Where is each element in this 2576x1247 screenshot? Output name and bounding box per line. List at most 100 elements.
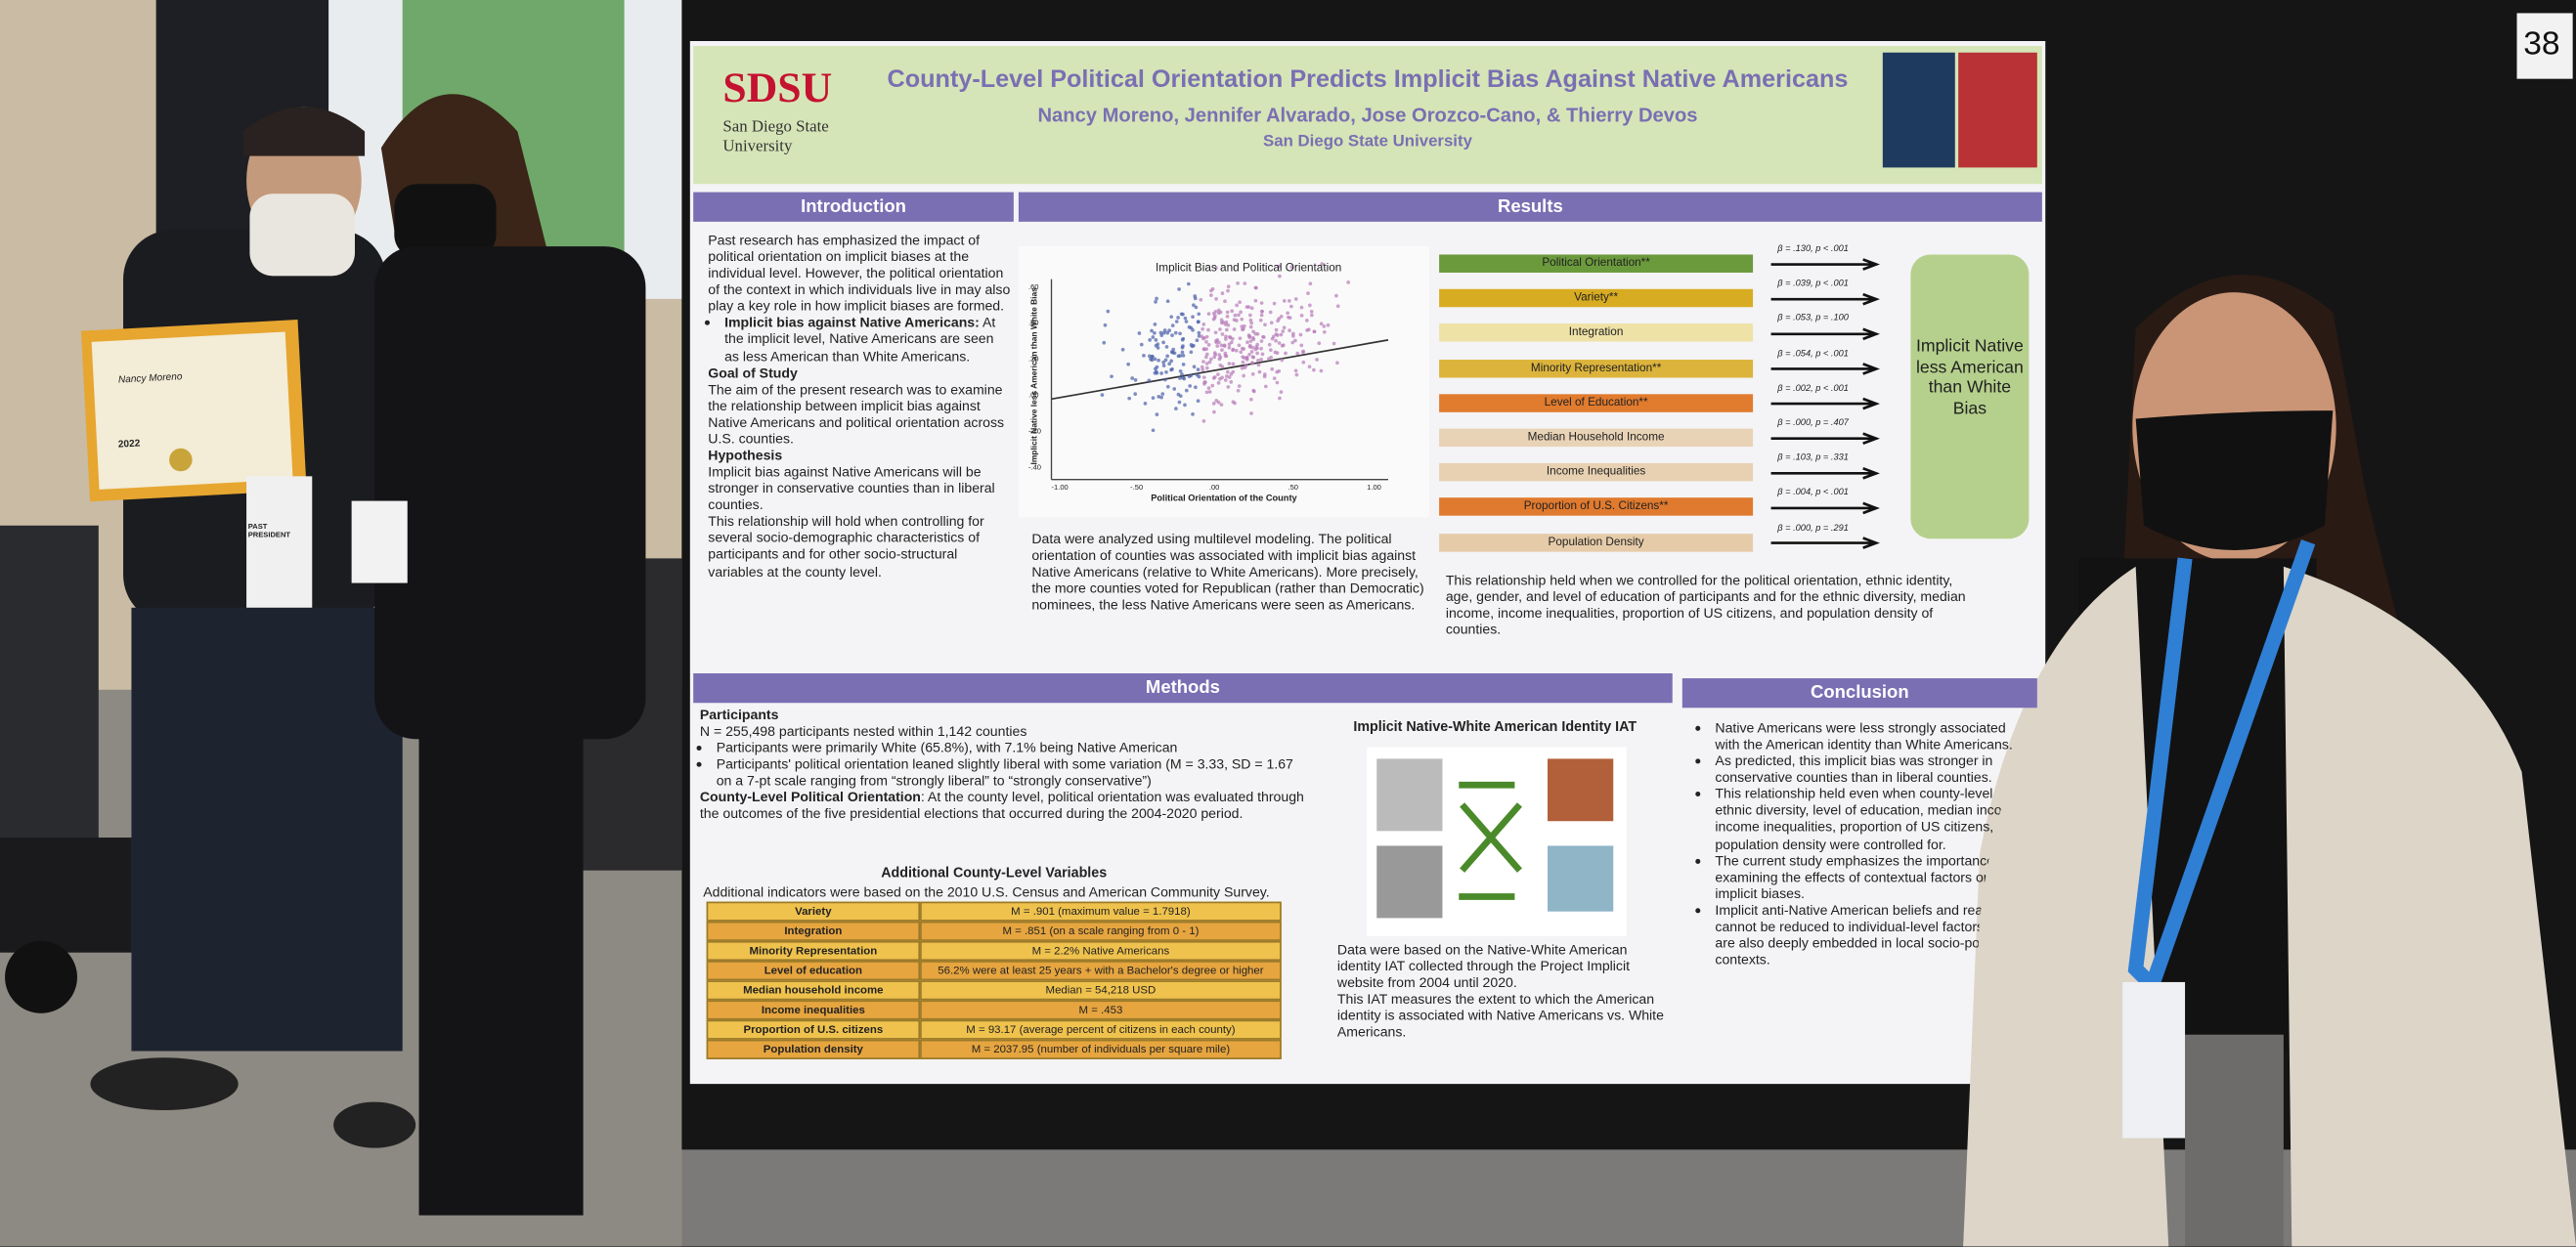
scatter-dot — [1165, 299, 1170, 304]
man-name-badge — [246, 476, 313, 608]
scatter-dot — [1195, 372, 1200, 377]
scatter-dot — [1201, 419, 1206, 423]
scatter-dot — [1219, 403, 1224, 407]
scatter-dot — [1212, 316, 1217, 321]
scatter-dot — [1150, 358, 1155, 363]
scatter-dot — [1151, 396, 1156, 401]
scatter-dot — [1100, 393, 1105, 398]
scatter-dot — [1226, 385, 1231, 389]
scatter-dot — [1161, 340, 1165, 345]
scatter-dot — [1242, 373, 1245, 378]
scatter-dot — [1319, 368, 1324, 373]
scatter-dot — [1157, 394, 1161, 399]
predictor-name: Political Orientation** — [1542, 257, 1650, 270]
scatter-dot — [1250, 371, 1255, 376]
scatter-dot — [1155, 296, 1158, 301]
scatter-dot — [1216, 311, 1221, 316]
scatter-dot — [1219, 318, 1224, 322]
poster-header — [693, 46, 2042, 185]
table-label: Population density — [706, 1039, 921, 1059]
iat-arrows — [1459, 781, 1522, 900]
scatter-dot — [1263, 322, 1267, 327]
intro-subheading: Hypothesis — [708, 447, 783, 463]
scatter-dot — [1241, 360, 1245, 365]
scatter-dot — [1211, 402, 1216, 406]
scatter-dot — [1259, 346, 1263, 351]
chart-x-tick: .50 — [1288, 483, 1299, 492]
scatter-dot — [1209, 357, 1213, 362]
scatter-dot — [1226, 322, 1231, 327]
scatter-dot — [1150, 354, 1155, 359]
scatter-dot — [1209, 293, 1213, 298]
scatter-dot — [1240, 317, 1244, 322]
scatter-dot — [1242, 323, 1246, 328]
chart-y-tick: -.40 — [1027, 462, 1042, 472]
chart-y-tick: .00 — [1027, 390, 1039, 400]
scatter-dot — [1255, 331, 1260, 336]
predictor-stat: β = .039, p < .001 — [1777, 279, 1849, 290]
scatter-dot — [1157, 358, 1160, 363]
scatter-dot — [1248, 313, 1252, 318]
scatter-dot — [1181, 336, 1186, 341]
wheel — [5, 940, 77, 1013]
methods-bullets: Participants were primarily White (65.8%… — [700, 739, 1308, 789]
scatter-dot — [1191, 315, 1195, 320]
scatter-dot — [1210, 286, 1215, 291]
man-shoe — [90, 1057, 239, 1111]
scatter-dot — [1126, 362, 1131, 366]
scatter-dot — [1204, 362, 1209, 366]
scatter-dot — [1223, 337, 1228, 341]
scatter-dot — [1148, 338, 1153, 342]
scatter-dot — [1173, 330, 1178, 335]
scatter-dot — [1180, 372, 1184, 376]
scatter-dot — [1235, 303, 1239, 308]
scatter-dot — [1154, 300, 1157, 304]
scatter-dot — [1223, 322, 1228, 326]
scatter-dot — [1204, 352, 1209, 357]
scatter-dot — [1156, 346, 1160, 350]
scatter-dot — [1335, 304, 1340, 309]
scatter-dot — [1255, 346, 1259, 351]
scatter-dot — [1256, 363, 1261, 367]
chart-panel — [1018, 246, 1430, 518]
scatter-dot — [1251, 355, 1256, 360]
conclusion-bullets: Native Americans were less strongly asso… — [1699, 719, 2028, 968]
predictor-stat: β = .054, p < .001 — [1777, 349, 1849, 360]
arrow — [1770, 292, 1880, 306]
scatter-dot — [1238, 336, 1243, 341]
scatter-dot — [1231, 347, 1236, 352]
scatter-dot — [1245, 340, 1249, 345]
scatter-dot — [1204, 340, 1208, 344]
scatter-dot — [1226, 288, 1230, 293]
scatter-dot — [1299, 343, 1304, 348]
scatter-dot — [1277, 264, 1282, 269]
scatter-dot — [1259, 313, 1264, 318]
scatter-dot — [1248, 318, 1253, 322]
predictor-name: Median Household Income — [1527, 431, 1665, 444]
scatter-dot — [1266, 357, 1271, 362]
scatter-dot — [1201, 375, 1206, 380]
scatter-dot — [1312, 367, 1316, 372]
table-label: Income inequalities — [706, 1000, 921, 1020]
scatter-dot — [1196, 399, 1201, 404]
scatter-dot — [1301, 349, 1305, 354]
scatter-dot — [1171, 347, 1176, 352]
scatter-dot — [1164, 345, 1169, 349]
table-label: Level of education — [706, 961, 921, 981]
scatter-dot — [1172, 387, 1177, 391]
scatter-dot — [1230, 340, 1234, 345]
scatter-dot — [1216, 381, 1221, 385]
scatter-dot — [1301, 360, 1306, 365]
scatter-dot — [1206, 312, 1211, 316]
scatter-dot — [1165, 354, 1170, 359]
scatter-dot — [1272, 301, 1277, 306]
scatter-dot — [1289, 304, 1293, 309]
scatter-dot — [1251, 337, 1256, 342]
scatter-dot — [1204, 347, 1209, 351]
predictor-stat: β = .103, p = .331 — [1777, 453, 1849, 464]
scatter-dot — [1259, 358, 1263, 362]
scatter-dot — [1204, 390, 1209, 395]
scatter-dot — [1153, 330, 1157, 335]
scatter-dot — [1255, 342, 1260, 347]
arrow — [1770, 467, 1880, 480]
